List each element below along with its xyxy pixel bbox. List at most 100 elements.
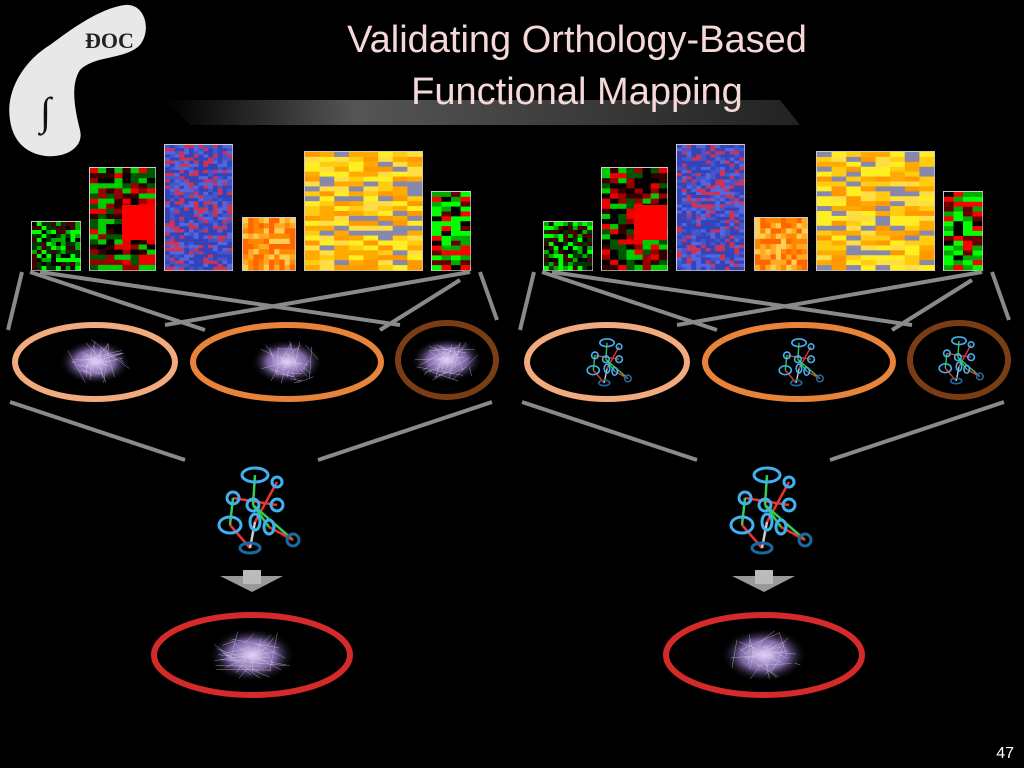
heatmap-cell <box>188 226 195 230</box>
heatmap-cell <box>681 201 687 205</box>
heatmap-cell <box>56 258 62 263</box>
heatmap-cell <box>248 259 254 266</box>
heatmap-cell <box>686 216 692 221</box>
heatmap-cell <box>919 206 935 212</box>
heatmap-cell <box>715 223 721 227</box>
heatmap-cell <box>724 248 730 252</box>
heatmap-cell <box>681 266 687 271</box>
heatmap-cell <box>817 211 832 217</box>
heatmap-cell <box>729 157 735 161</box>
heatmap-cell <box>953 265 964 271</box>
heatmap-cell <box>165 213 171 218</box>
heatmap-cell <box>203 216 209 221</box>
heatmap-cell <box>289 244 296 250</box>
heatmap-cell <box>407 211 423 217</box>
heatmap-cell <box>188 195 195 199</box>
heatmap-cell <box>577 226 583 231</box>
heatmap-cell <box>739 151 745 155</box>
heatmap-cell <box>700 213 707 218</box>
connector-line <box>39 270 401 327</box>
heatmap-cell <box>696 191 702 196</box>
heatmap-cell <box>334 186 350 192</box>
heatmap-cell <box>642 264 652 271</box>
heatmap-cell <box>217 223 223 227</box>
heatmap-cell <box>348 255 364 261</box>
heatmap-cell <box>184 223 190 227</box>
heatmap-cell <box>724 220 730 224</box>
heatmap-cell <box>106 168 115 174</box>
heatmap-cell <box>582 226 588 231</box>
heatmap-cell <box>700 173 707 177</box>
heatmap-cell <box>198 182 204 186</box>
heatmap-cell <box>334 225 350 231</box>
heatmap-cell <box>227 266 233 271</box>
heatmap-cell <box>831 240 847 246</box>
heatmap-cell <box>817 255 832 261</box>
heatmap-cell <box>696 216 702 221</box>
heatmap-cell <box>765 218 771 224</box>
heatmap-cell <box>269 228 275 234</box>
heatmap-cell <box>222 266 228 271</box>
heatmap-cell <box>890 152 906 158</box>
heatmap-cell <box>284 259 291 266</box>
heatmap-cell <box>587 246 593 251</box>
heatmap-cell <box>184 160 190 165</box>
heatmap-cell <box>98 254 107 261</box>
heatmap-cell <box>114 203 123 210</box>
title-shelf <box>165 100 800 125</box>
heatmap-cell <box>700 191 707 196</box>
heatmap-cell <box>51 254 57 259</box>
heatmap-cell <box>860 250 876 256</box>
heatmap-cell <box>334 250 350 256</box>
heatmap-cell <box>715 248 721 252</box>
heatmap-cell <box>217 163 223 168</box>
heatmap-cell <box>460 240 471 246</box>
heatmap-cell <box>681 157 687 161</box>
heatmap-cell <box>106 188 115 194</box>
heatmap-cell <box>203 235 209 240</box>
heatmap-cell <box>715 213 721 218</box>
heatmap-cell <box>691 226 697 230</box>
heatmap-cell <box>700 185 707 190</box>
heatmap-cell <box>626 219 635 225</box>
heatmap-cell <box>610 249 619 255</box>
heatmap-cell <box>734 260 740 265</box>
heatmap-cell <box>217 207 223 211</box>
heatmap-cell <box>831 230 847 236</box>
heatmap-cell <box>544 242 550 247</box>
heatmap-cell <box>582 250 588 255</box>
heatmap-cell <box>263 233 270 240</box>
heatmap-cell <box>289 249 296 255</box>
heatmap-cell <box>179 232 185 236</box>
heatmap-cell <box>179 260 185 265</box>
hairball-edge <box>442 346 453 364</box>
heatmap-cell <box>188 210 195 215</box>
heatmap-cell <box>686 245 692 249</box>
heatmap-cell <box>548 234 554 239</box>
heatmap-cell <box>572 238 578 243</box>
heatmap-cell <box>544 226 550 231</box>
heatmap-cell <box>544 234 550 239</box>
heatmap-cell <box>179 195 185 199</box>
heatmap-cell <box>451 245 461 251</box>
heatmap-cell <box>919 171 935 177</box>
heatmap-cell <box>944 240 954 246</box>
heatmap-cell <box>407 191 423 197</box>
heatmap-cell <box>700 257 707 261</box>
heatmap-cell <box>188 185 195 190</box>
heatmap-cell <box>248 264 254 271</box>
heatmap-cell <box>41 230 47 235</box>
heatmap-cell <box>696 173 702 177</box>
heatmap-cell <box>248 254 254 260</box>
heatmap-cell <box>41 262 47 267</box>
heatmap-cell <box>700 145 707 149</box>
heatmap-cell <box>348 152 364 158</box>
heatmap-cell <box>348 166 364 172</box>
heatmap-cell <box>775 233 782 240</box>
heatmap-cell <box>904 211 920 217</box>
heatmap-cell <box>165 216 171 221</box>
heatmap-cell <box>165 195 171 199</box>
heatmap-cell <box>781 259 787 266</box>
hairball-edge <box>454 342 461 367</box>
heatmap-cell <box>831 176 847 182</box>
